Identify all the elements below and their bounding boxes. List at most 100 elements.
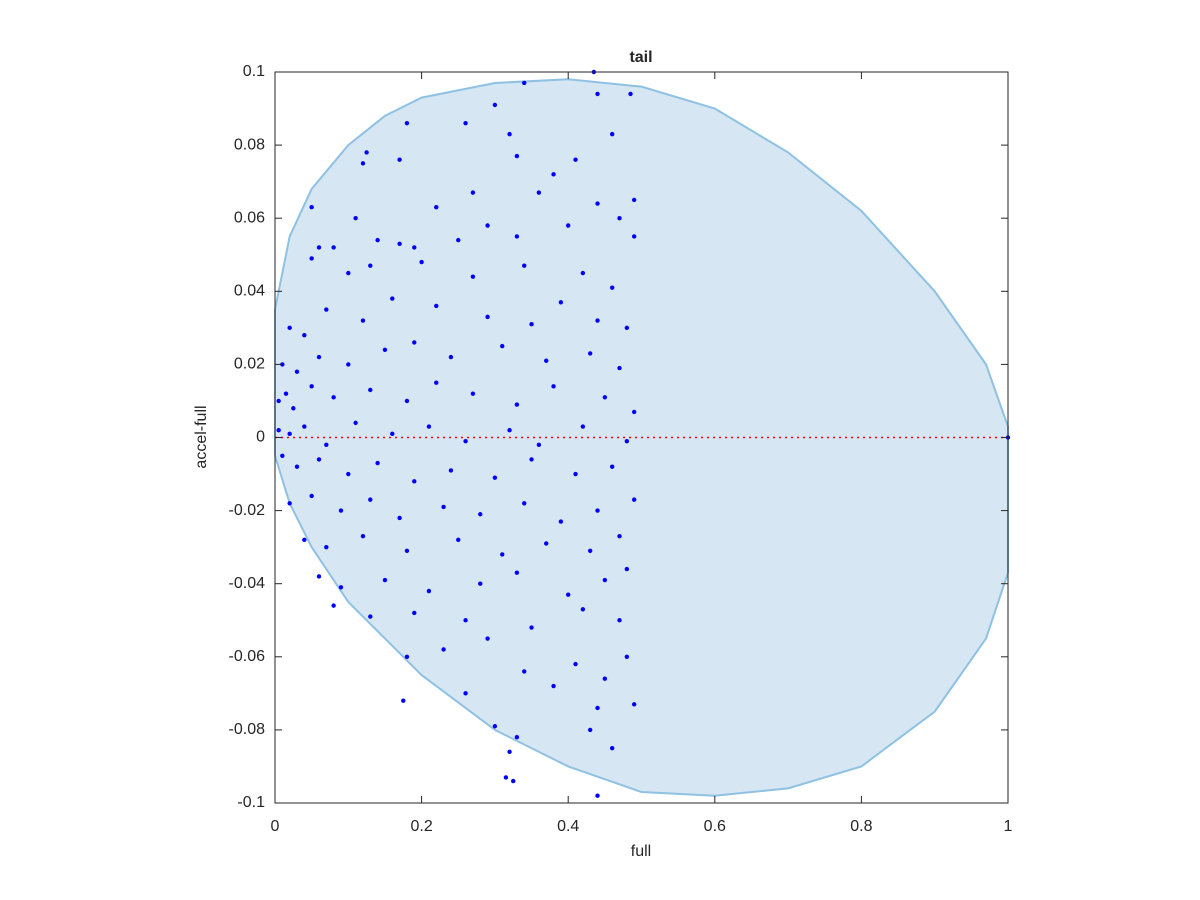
scatter-point (404, 548, 410, 554)
scatter-point (558, 519, 564, 524)
scatter-point (551, 384, 556, 389)
scatter-point (404, 120, 410, 126)
x-axis-label: full (631, 843, 651, 860)
scatter-point (426, 588, 432, 594)
scatter-point (536, 442, 542, 448)
scatter-point (617, 216, 622, 221)
scatter-point (609, 464, 615, 469)
scatter-point (624, 566, 630, 572)
scatter-point (434, 303, 439, 309)
scatter-point (360, 533, 366, 539)
scatter-point (448, 468, 454, 473)
scatter-point (309, 384, 314, 389)
scatter-point (544, 358, 549, 363)
scatter-point (595, 91, 600, 97)
scatter-point (500, 552, 505, 557)
scatter-point (360, 318, 366, 323)
scatter-point (401, 698, 406, 703)
scatter-point (478, 512, 483, 517)
scatter-point (346, 270, 351, 276)
scatter-point (346, 362, 351, 367)
scatter-point (353, 216, 358, 221)
scatter-point (485, 636, 490, 641)
scatter-point (287, 325, 292, 331)
x-tick-label: 0.8 (850, 818, 872, 835)
x-tick-label: 1 (1004, 818, 1013, 835)
scatter-point (507, 427, 512, 433)
scatter-point (470, 274, 476, 279)
scatter-point (368, 263, 373, 268)
scatter-point (412, 245, 417, 250)
y-tick-label: -0.08 (229, 721, 266, 738)
scatter-point (309, 256, 314, 261)
scatter-point (390, 431, 395, 437)
scatter-point (463, 618, 468, 623)
scatter-point (441, 647, 446, 652)
scatter-point (507, 749, 512, 755)
scatter-point (397, 515, 402, 521)
scatter-point (529, 457, 534, 462)
scatter-point (291, 406, 296, 411)
scatter-point (375, 460, 380, 466)
scatter-point (500, 343, 505, 349)
scatter-point (368, 497, 373, 502)
y-tick-label: 0.1 (243, 63, 265, 80)
scatter-point (302, 332, 307, 338)
scatter-point (511, 778, 516, 784)
scatter-point (631, 497, 637, 502)
scatter-point (316, 245, 322, 250)
scatter-point (595, 705, 600, 711)
scatter-point (595, 318, 600, 323)
scatter-point (404, 654, 410, 659)
scatter-point (276, 427, 281, 433)
scatter-point (309, 493, 314, 499)
scatter-point (316, 354, 322, 360)
scatter-point (287, 501, 292, 506)
scatter-point (609, 131, 615, 137)
scatter-point (276, 398, 281, 404)
scatter-point (463, 691, 468, 696)
y-tick-label: -0.1 (237, 794, 265, 811)
scatter-point (609, 745, 615, 751)
scatter-point (448, 354, 454, 360)
scatter-point (529, 625, 534, 630)
scatter-point (331, 245, 336, 250)
scatter-point (522, 669, 527, 674)
scatter-point (522, 501, 527, 506)
y-tick-label: 0.02 (234, 356, 265, 373)
scatter-point (587, 548, 593, 554)
scatter-point (514, 570, 520, 575)
scatter-point (324, 442, 329, 448)
scatter-point (624, 438, 630, 444)
scatter-point (434, 205, 439, 210)
scatter-point (492, 724, 498, 729)
scatter-point (507, 131, 512, 137)
scatter-point (602, 577, 608, 583)
scatter-point (551, 683, 556, 689)
scatter-point (631, 702, 637, 707)
y-tick-label: 0.06 (234, 209, 265, 226)
scatter-point (368, 387, 373, 393)
scatter-point (566, 592, 571, 597)
scatter-point (368, 614, 373, 619)
scatter-point (283, 391, 289, 396)
scatter-point (595, 793, 600, 798)
scatter-point (544, 541, 549, 546)
scatter-point (514, 402, 520, 407)
scatter-point (558, 300, 564, 305)
scatter-point (595, 508, 600, 513)
scatter-point (382, 347, 388, 352)
y-axis-label: accel-full (193, 405, 210, 468)
scatter-point (485, 314, 490, 320)
scatter-point (580, 607, 586, 612)
scatter-point (338, 585, 344, 590)
scatter-point (522, 80, 527, 86)
scatter-point (434, 380, 439, 385)
scatter-point (514, 735, 520, 740)
scatter-point (331, 603, 336, 608)
scatter-point (631, 234, 637, 239)
scatter-point (309, 205, 314, 210)
scatter-point (631, 197, 637, 203)
scatter-point (353, 420, 358, 426)
